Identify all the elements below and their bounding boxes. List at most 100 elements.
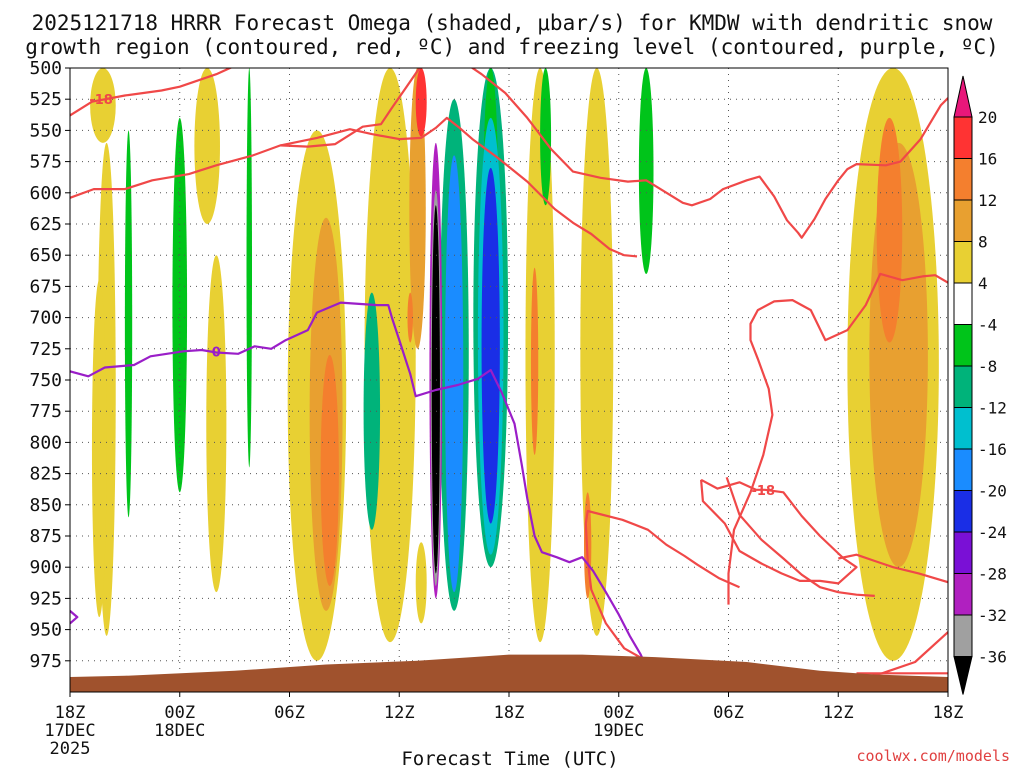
colorbar-band-3 <box>953 199 973 242</box>
omega-cell-29 <box>444 155 464 593</box>
contour-labels: -18 -18 0 <box>89 93 776 499</box>
contour-line-0 <box>70 68 233 117</box>
y-tick-label-725: 725 <box>29 339 62 360</box>
y-tick-label-500: 500 <box>29 58 62 79</box>
contour-line-10 <box>725 476 875 597</box>
omega-cell-20 <box>246 68 253 468</box>
colorbar-label-9: -20 <box>978 482 1007 501</box>
x-tick-label-8-1: 18Z <box>933 703 964 723</box>
x-tick-label-0-2: 17DEC <box>44 721 95 741</box>
y-tick-label-900: 900 <box>29 557 62 578</box>
x-tick-label-0-3: 2025 <box>50 739 91 759</box>
colorbar-label-12: -32 <box>978 606 1007 625</box>
colorbar-label-4: 4 <box>978 274 988 293</box>
credit-text: coolwx.com/models <box>856 747 1010 765</box>
omega-cell-7 <box>320 355 339 586</box>
chart-title-line1: 2025121718 HRRR Forecast Omega (shaded, … <box>32 11 993 35</box>
y-tick-label-800: 800 <box>29 432 62 453</box>
omega-cell-1 <box>194 68 220 224</box>
contour-label-3: -18 <box>752 484 776 499</box>
contour-line-3 <box>700 478 858 585</box>
x-tick-label-5-2: 19DEC <box>593 721 644 741</box>
colorbar-band-8 <box>953 407 973 450</box>
x-tick-label-5-1: 00Z <box>603 703 634 723</box>
y-axis-ticks: 500 525 550 575 600 625 650 675 700 725 750 775 800 8… <box>29 58 70 672</box>
omega-cell-12 <box>415 542 427 624</box>
contour-line-5 <box>727 272 948 605</box>
colorbar-band-12 <box>953 573 973 616</box>
omega-cell-15 <box>580 68 614 636</box>
omega-cell-27 <box>481 167 500 524</box>
omega-cell-0 <box>90 68 116 143</box>
contour-line-12 <box>70 610 79 625</box>
y-tick-label-975: 975 <box>29 651 62 672</box>
x-tick-label-3-1: 12Z <box>384 703 415 723</box>
terrain-fill <box>70 654 948 692</box>
colorbar-band-9 <box>953 448 973 491</box>
omega-cell-14 <box>530 267 539 455</box>
y-tick-label-525: 525 <box>29 89 62 110</box>
y-tick-label-775: 775 <box>29 401 62 422</box>
omega-cell-3 <box>91 280 107 618</box>
contour-label-0: -18 <box>89 93 113 108</box>
contour-line-2 <box>470 68 948 239</box>
omega-cell-19 <box>876 117 903 343</box>
y-tick-label-675: 675 <box>29 276 62 297</box>
x-tick-label-1-1: 00Z <box>164 703 195 723</box>
omega-shading <box>90 68 939 661</box>
contour-label-11: 0 <box>212 345 221 360</box>
colorbar-label-13: -36 <box>978 648 1007 667</box>
x-tick-label-6-1: 06Z <box>713 703 744 723</box>
y-tick-label-950: 950 <box>29 620 62 641</box>
omega-cell-11 <box>407 292 413 343</box>
contour-line-11 <box>70 301 653 680</box>
colorbar-band-6 <box>953 324 973 367</box>
x-tick-label-0-1: 18Z <box>55 703 86 723</box>
colorbar-band-5 <box>953 282 973 325</box>
contour-line-4 <box>584 509 740 687</box>
omega-cell-13 <box>525 68 555 643</box>
x-tick-label-4-1: 18Z <box>494 703 525 723</box>
colorbar-band-7 <box>953 365 973 408</box>
y-tick-label-575: 575 <box>29 152 62 173</box>
colorbar-label-7: -12 <box>978 399 1007 418</box>
omega-cell-21 <box>124 130 133 518</box>
colorbar-band-10 <box>953 490 973 533</box>
y-tick-label-600: 600 <box>29 183 62 204</box>
omega-cell-23 <box>363 292 381 530</box>
x-tick-label-1-2: 18DEC <box>154 721 205 741</box>
x-tick-label-2-1: 06Z <box>274 703 305 723</box>
colorbar-label-2: 12 <box>978 191 997 210</box>
omega-cell-10 <box>415 68 427 137</box>
omega-cell-30 <box>540 68 552 206</box>
colorbar-label-3: 8 <box>978 233 988 252</box>
x-axis-title: Forecast Time (UTC) <box>401 748 618 768</box>
y-tick-label-850: 850 <box>29 495 62 516</box>
y-tick-label-875: 875 <box>29 526 62 547</box>
y-tick-label-650: 650 <box>29 245 62 266</box>
contour-line-6 <box>838 553 948 584</box>
colorbar: 20 16 12 8 4 -4 -8 -12 -16 -20 -24 -28 -32 -36 <box>953 75 1007 695</box>
y-tick-label-625: 625 <box>29 214 62 235</box>
colorbar-label-10: -24 <box>978 523 1007 542</box>
colorbar-label-5: -4 <box>978 316 997 335</box>
x-tick-label-7-1: 12Z <box>823 703 854 723</box>
y-tick-label-750: 750 <box>29 370 62 391</box>
colorbar-bottom-triangle <box>953 656 973 695</box>
y-tick-label-550: 550 <box>29 120 62 141</box>
colorbar-band-13 <box>953 614 973 657</box>
omega-cell-22 <box>172 117 188 493</box>
colorbar-band-11 <box>953 531 973 574</box>
colorbar-label-0: 20 <box>978 108 997 127</box>
omega-cell-4 <box>206 255 227 593</box>
y-tick-label-825: 825 <box>29 464 62 485</box>
colorbar-band-2 <box>953 158 973 201</box>
colorbar-band-1 <box>953 116 973 159</box>
colorbar-label-11: -28 <box>978 565 1007 584</box>
colorbar-label-8: -16 <box>978 440 1007 459</box>
chart-title-line2: growth region (contoured, red, ºC) and f… <box>25 35 999 59</box>
contour-lines <box>70 68 948 692</box>
omega-cell-31 <box>638 68 654 274</box>
